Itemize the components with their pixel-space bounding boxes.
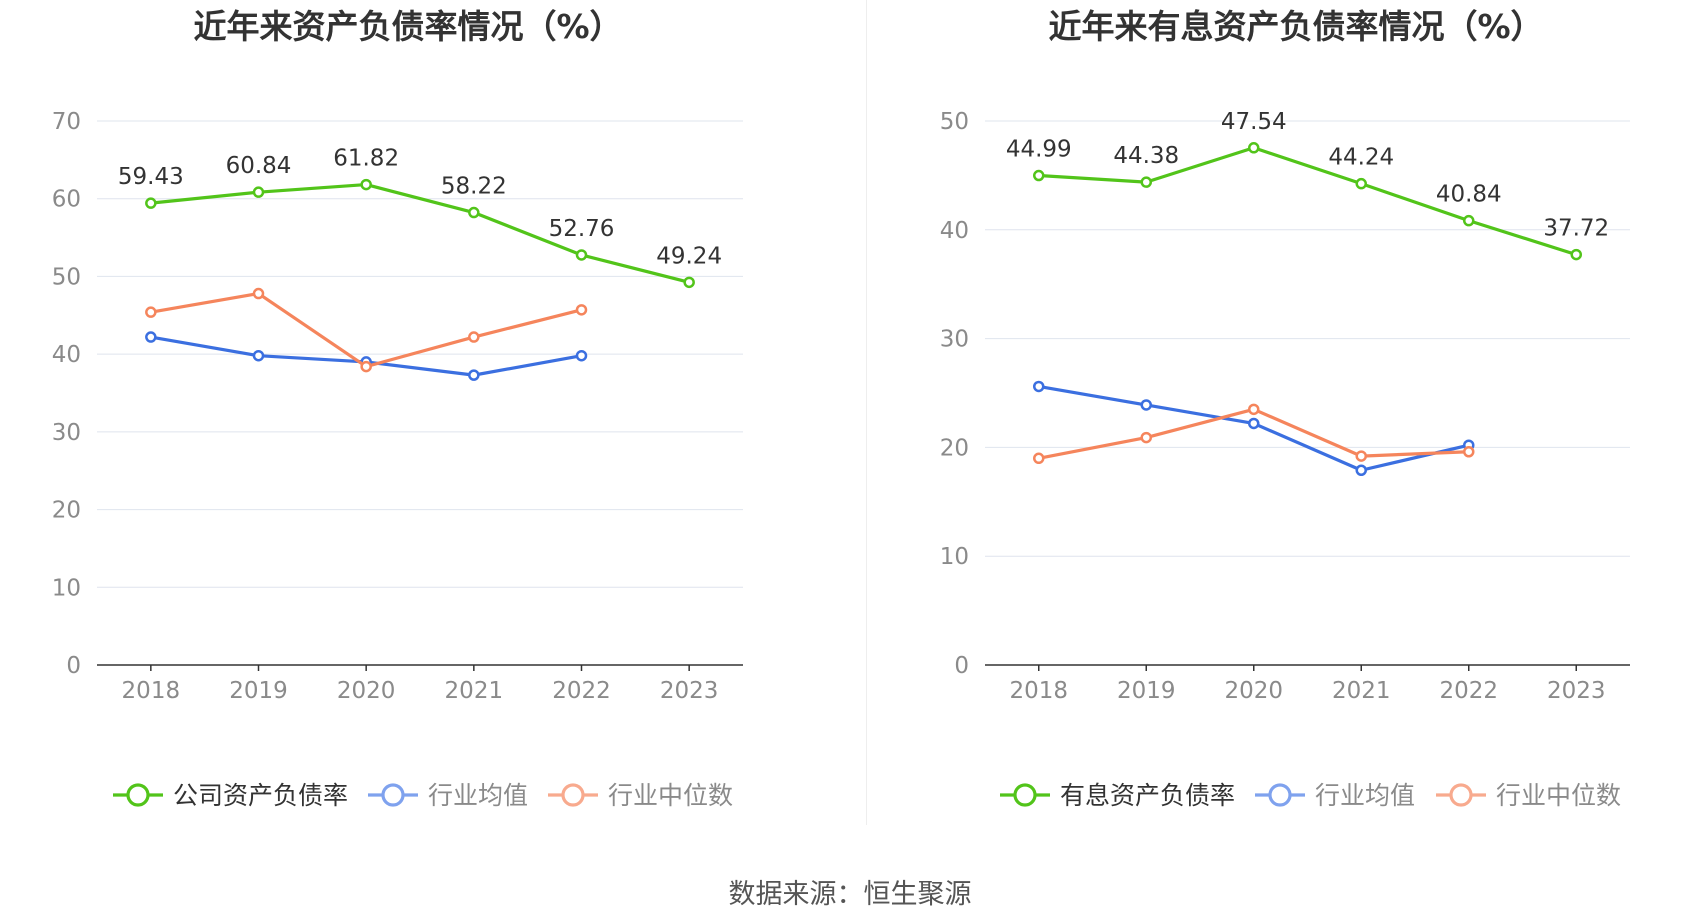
y-tick-label: 40 xyxy=(940,218,969,244)
data-point xyxy=(1570,248,1582,261)
y-tick-label: 20 xyxy=(52,498,81,524)
y-tick-label: 50 xyxy=(940,109,969,135)
y-tick-label: 0 xyxy=(66,653,81,679)
data-label: 59.43 xyxy=(118,164,184,190)
data-label: 60.84 xyxy=(226,153,292,179)
legend-marker-icon xyxy=(126,783,150,807)
legend-label: 行业均值 xyxy=(1315,781,1415,810)
legend-item: 公司资产负债率 xyxy=(113,781,348,810)
data-point xyxy=(1140,176,1152,188)
x-tick-label: 2023 xyxy=(660,678,719,704)
legend-label: 有息资产负债率 xyxy=(1060,781,1235,810)
x-tick-label: 2022 xyxy=(1439,678,1498,704)
data-point xyxy=(145,331,157,343)
data-point xyxy=(1248,403,1260,416)
legend-label: 公司资产负债率 xyxy=(173,781,348,810)
data-point xyxy=(1355,464,1367,476)
data-point xyxy=(1140,399,1152,411)
y-tick-label: 30 xyxy=(52,420,81,446)
x-tick-label: 2018 xyxy=(1009,678,1068,704)
legend-item: 行业均值 xyxy=(1255,781,1415,810)
data-label: 44.24 xyxy=(1328,145,1394,171)
chart-title: 近年来有息资产负债率情况（%） xyxy=(1048,7,1543,46)
y-tick-label: 50 xyxy=(52,264,81,290)
legend-label: 行业均值 xyxy=(428,781,528,810)
data-label: 44.38 xyxy=(1113,143,1179,169)
legend-item: 有息资产负债率 xyxy=(1000,781,1235,810)
legend-item: 行业中位数 xyxy=(1436,781,1621,810)
data-label: 58.22 xyxy=(441,174,507,200)
x-tick-label: 2023 xyxy=(1547,678,1606,704)
data-label: 44.99 xyxy=(1006,137,1072,163)
chart-panel-1: 近年来资产负债率情况（%） 0 10 20 30 40 50 60 70 2018 2019 2020… xyxy=(52,7,743,810)
data-point xyxy=(360,360,372,373)
legend-marker-icon xyxy=(1449,783,1473,807)
data-point xyxy=(360,178,372,191)
x-tick-label: 2020 xyxy=(1224,678,1283,704)
data-label: 47.54 xyxy=(1221,109,1287,135)
data-point xyxy=(468,331,480,343)
legend-marker-icon xyxy=(1013,783,1037,807)
y-tick-label: 10 xyxy=(940,544,969,570)
data-point xyxy=(1033,452,1045,465)
legend-marker-icon xyxy=(561,783,585,807)
data-point xyxy=(575,249,588,261)
series-line xyxy=(150,182,690,284)
x-tick-label: 2019 xyxy=(229,678,288,704)
x-tick-label: 2021 xyxy=(445,678,504,704)
legend-marker-icon xyxy=(381,783,405,807)
data-point xyxy=(1248,142,1260,154)
y-tick-label: 30 xyxy=(940,327,969,353)
series-line xyxy=(1038,407,1469,460)
y-tick-label: 40 xyxy=(52,342,81,368)
y-tick-label: 60 xyxy=(52,187,81,213)
data-point xyxy=(1248,417,1260,430)
data-point xyxy=(1463,214,1475,227)
data-point xyxy=(1355,177,1367,190)
data-point xyxy=(575,304,588,316)
legend-label: 行业中位数 xyxy=(1496,781,1621,810)
legend-marker-icon xyxy=(1268,783,1292,807)
y-tick-label: 20 xyxy=(940,435,969,461)
data-point xyxy=(252,186,265,198)
x-tick-label: 2018 xyxy=(122,678,181,704)
y-tick-label: 0 xyxy=(954,653,969,679)
data-point xyxy=(145,306,157,318)
y-tick-label: 10 xyxy=(52,575,81,601)
series-line xyxy=(1038,146,1577,257)
data-source-note: 数据来源：恒生聚源 xyxy=(728,879,972,910)
data-point xyxy=(1033,380,1045,393)
data-point xyxy=(145,197,157,209)
x-tick-label: 2019 xyxy=(1117,678,1176,704)
data-point xyxy=(252,287,265,300)
chart-title: 近年来资产负债率情况（%） xyxy=(193,7,622,46)
legend-item: 行业均值 xyxy=(368,781,528,810)
series-line xyxy=(150,291,582,369)
data-point xyxy=(1140,431,1152,444)
x-tick-label: 2022 xyxy=(552,678,611,704)
data-label: 49.24 xyxy=(656,243,722,269)
data-label: 61.82 xyxy=(333,146,399,172)
data-label: 37.72 xyxy=(1543,216,1609,242)
legend-item: 行业中位数 xyxy=(548,781,733,810)
x-tick-label: 2020 xyxy=(337,678,396,704)
legend-label: 行业中位数 xyxy=(608,781,733,810)
data-label: 40.84 xyxy=(1436,182,1502,208)
y-tick-label: 70 xyxy=(52,109,81,135)
data-point xyxy=(1355,450,1367,462)
panel-divider xyxy=(866,0,867,825)
x-tick-label: 2021 xyxy=(1332,678,1391,704)
data-label: 52.76 xyxy=(549,216,615,242)
data-point xyxy=(252,349,265,362)
data-point xyxy=(683,276,695,289)
chart-panel-2: 近年来有息资产负债率情况（%） 0 10 20 30 40 50 2018 2019 2020 20… xyxy=(940,7,1630,810)
data-point xyxy=(575,349,588,362)
data-point xyxy=(1033,169,1045,182)
data-point xyxy=(468,369,480,381)
data-point xyxy=(1463,446,1475,458)
data-point xyxy=(468,206,480,219)
